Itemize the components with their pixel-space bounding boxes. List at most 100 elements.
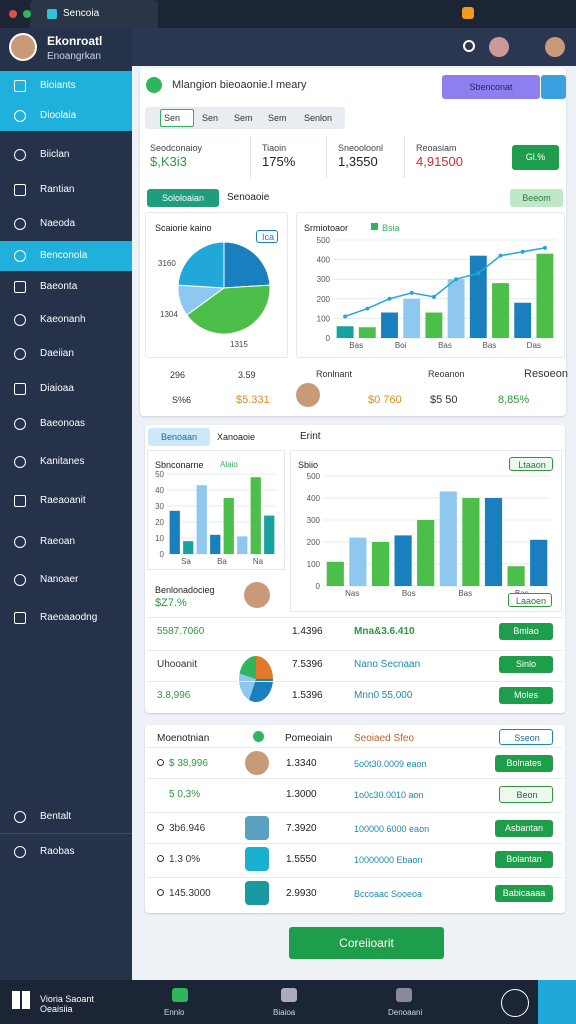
section-badge[interactable]: Beeom <box>510 189 563 207</box>
nav-item[interactable]: Benconola <box>40 250 88 261</box>
row-button[interactable]: Sinlo <box>499 656 553 673</box>
row-button-label: Sinlo <box>515 659 536 669</box>
bar <box>447 279 465 338</box>
col-header: Moenotnian <box>157 733 210 744</box>
nav-icon <box>14 218 26 230</box>
corner-button[interactable] <box>538 980 576 1024</box>
nav-item[interactable]: Nanoaer <box>40 574 79 585</box>
row-link[interactable]: 1o0c30.0010 aon <box>354 790 424 800</box>
x-tick-label: Na <box>253 557 264 566</box>
nav-item[interactable]: Diaioaa <box>40 383 74 394</box>
x-tick-label: Sa <box>181 557 191 566</box>
nav-item[interactable]: Kanitanes <box>40 456 85 467</box>
app-icon[interactable] <box>172 988 188 1002</box>
cta-button[interactable]: Coreiioarit <box>289 927 444 959</box>
card2-tab[interactable]: Erint <box>300 431 321 442</box>
row-link[interactable]: Mnn0 55.000 <box>354 690 413 701</box>
row-button[interactable]: Bolantan <box>495 851 553 868</box>
icon-button[interactable] <box>541 75 566 99</box>
row-link[interactable]: 5o0t30.0009 eaon <box>354 759 427 769</box>
x-tick-label: Das <box>527 341 541 350</box>
bar <box>394 535 412 586</box>
card2-tab-active[interactable]: Benoaan <box>148 428 210 446</box>
stat-button[interactable]: Gl.% <box>512 145 559 170</box>
primary-button[interactable]: Sbenconat <box>442 75 540 99</box>
nav-item[interactable]: Naeoda <box>40 218 76 229</box>
nav-item[interactable]: Dioolaia <box>40 110 77 121</box>
tab-item[interactable]: Sen <box>202 113 219 123</box>
row-button[interactable]: Beon <box>499 786 553 803</box>
add-button[interactable] <box>501 989 529 1017</box>
app-icon[interactable] <box>396 988 412 1002</box>
bar <box>462 498 480 586</box>
row-icon <box>245 881 269 905</box>
line-point <box>476 271 481 276</box>
panel-avatar <box>244 582 270 608</box>
nav-item[interactable]: Biiclan <box>40 149 70 160</box>
start-button[interactable] <box>12 991 30 1009</box>
row-button-label: Bolantan <box>506 854 542 864</box>
bar <box>484 498 503 586</box>
section-pill-label: Sololoaian <box>161 193 205 203</box>
y-tick-label: 200 <box>307 538 321 547</box>
nav-item[interactable]: Bentalt <box>40 811 72 822</box>
nav-icon <box>14 811 26 823</box>
pie-badge[interactable]: Ica <box>256 230 278 243</box>
tab-item[interactable]: Sem <box>234 113 253 123</box>
row-button[interactable]: Bolnates <box>495 755 553 772</box>
nav-item[interactable]: Raobas <box>40 846 75 857</box>
row-button-label: Bolnates <box>506 758 542 768</box>
clock-sub: Oeaisiia <box>40 1004 73 1014</box>
nav-item[interactable]: Kaeonanh <box>40 314 86 325</box>
nav-item[interactable]: Baeonta <box>40 281 78 292</box>
header-button[interactable]: Sseon <box>499 729 553 745</box>
bar <box>336 326 354 338</box>
nav-item[interactable]: Daeiian <box>40 348 74 359</box>
chart-badge-label: Ltaaon <box>518 460 546 470</box>
card2-tab[interactable]: Xanoaoie <box>217 432 256 442</box>
page-title: Mlangion bieoaonie.l meary <box>172 79 307 91</box>
bar <box>507 566 525 586</box>
y-tick-label: 300 <box>307 516 321 525</box>
row-link[interactable]: Mna&3.6.410 <box>354 626 415 637</box>
row-link[interactable]: Bccoaac Sooeoa <box>354 889 423 899</box>
tab-item[interactable]: Sen <box>164 113 181 123</box>
pie-badge-label: Ica <box>261 232 274 242</box>
row-button[interactable]: Bmlao <box>499 623 553 640</box>
row-link[interactable]: 100000 6000 eaon <box>354 824 430 834</box>
chart-footer[interactable]: Laaoen <box>508 593 552 607</box>
row-link[interactable]: Nano Secnaan <box>354 659 421 670</box>
nav-item[interactable]: Baeonoas <box>40 418 86 429</box>
row-divider <box>147 843 563 844</box>
row-cell: 1.3000 <box>286 789 317 800</box>
search-icon <box>463 40 475 52</box>
nav-item[interactable]: Raeoan <box>40 536 76 547</box>
row-button-label: Moles <box>513 690 538 700</box>
row-button-label: Beon <box>516 790 538 800</box>
section-pill[interactable]: Sololoaian <box>147 189 219 207</box>
tab-item[interactable]: Senlon <box>304 113 333 123</box>
bar <box>210 534 221 554</box>
nav-item[interactable]: Raeaoanit <box>40 495 86 506</box>
bar <box>264 515 275 554</box>
row-button-label: Asbantan <box>504 823 544 833</box>
row-cell: $ 38,996 <box>169 758 208 769</box>
stat-value: $,K3i3 <box>150 154 187 169</box>
nav-icon <box>14 456 26 468</box>
nav-item[interactable]: Rantian <box>40 184 75 195</box>
row-button[interactable]: Moles <box>499 687 553 704</box>
row-button[interactable]: Babicaaaa <box>495 885 553 902</box>
nav-item[interactable]: Raeoaaodng <box>40 612 98 623</box>
x-tick-label: Bas <box>438 341 452 350</box>
row-cell: 1.4396 <box>292 626 323 637</box>
row-button[interactable]: Asbantan <box>495 820 553 837</box>
y-tick-label: 500 <box>317 236 331 245</box>
row-link[interactable]: 10000000 Ebaon <box>354 855 423 865</box>
nav-item[interactable]: Bioiants <box>40 80 76 91</box>
tab-item[interactable]: Sem <box>268 113 287 123</box>
logo <box>146 77 162 93</box>
bar <box>196 485 207 554</box>
pie-label: 3160 <box>158 259 176 268</box>
chart-badge[interactable]: Ltaaon <box>509 457 553 471</box>
app-icon[interactable] <box>281 988 297 1002</box>
